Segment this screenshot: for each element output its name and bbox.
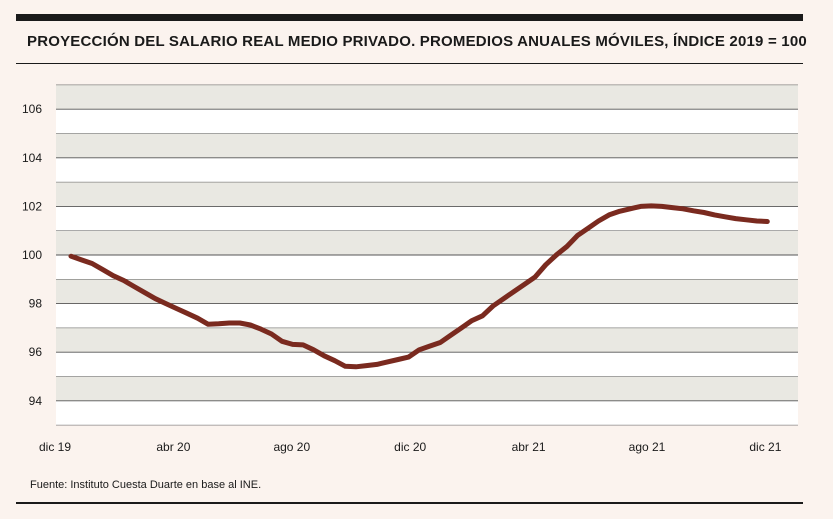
gridlines [56, 84, 798, 426]
title-rule [16, 63, 803, 64]
band [56, 376, 798, 401]
x-tick-label: dic 21 [749, 440, 781, 454]
y-tick-label: 94 [29, 394, 43, 408]
band [56, 400, 798, 426]
x-tick-label: ago 20 [273, 440, 310, 454]
y-tick-label: 102 [22, 199, 42, 213]
source-note: Fuente: Instituto Cuesta Duarte en base … [30, 479, 262, 491]
series-layer [68, 203, 770, 370]
y-tick-label: 96 [29, 345, 43, 359]
band [56, 352, 798, 377]
band [56, 230, 798, 255]
y-tick-label: 100 [22, 248, 42, 262]
band [56, 133, 798, 158]
y-tick-label: 104 [22, 151, 42, 165]
band [56, 279, 798, 304]
band [56, 157, 798, 183]
band [56, 206, 798, 231]
top-rule [16, 14, 803, 21]
y-tick-label: 98 [29, 297, 43, 311]
x-tick-label: ago 21 [629, 440, 666, 454]
y-tick-label: 106 [22, 102, 42, 116]
bottom-rule [16, 502, 803, 504]
band [56, 303, 798, 328]
band [56, 255, 798, 280]
series-line [68, 203, 770, 370]
band [56, 182, 798, 207]
x-tick-label: abr 20 [156, 440, 190, 454]
x-tick-label: dic 20 [394, 440, 426, 454]
band [56, 109, 798, 134]
band [56, 84, 798, 110]
x-axis-tick-labels: dic 19 abr 20 ago 20 dic 20 abr 21 ago 21 dic … [39, 440, 782, 454]
background-bands [56, 84, 798, 426]
y-axis-tick-labels: 94 96 98 100 102 104 106 [22, 102, 42, 408]
x-tick-label: abr 21 [512, 440, 546, 454]
chart-title: PROYECCIÓN DEL SALARIO REAL MEDIO PRIVAD… [27, 33, 807, 50]
x-tick-label: dic 19 [39, 440, 71, 454]
